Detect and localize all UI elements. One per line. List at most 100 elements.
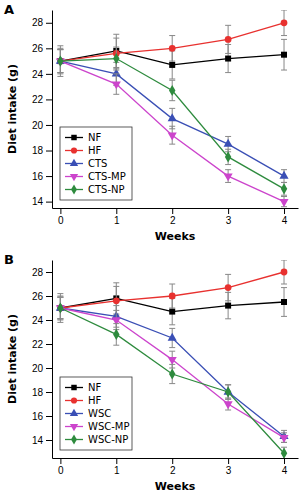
y-tick: 20	[32, 120, 52, 131]
y-tick-label: 20	[32, 120, 44, 131]
error-bar-cap	[281, 182, 287, 183]
legend-item: CTS	[65, 158, 107, 169]
error-bar	[281, 260, 287, 284]
y-axis-line	[52, 261, 53, 459]
series	[56, 297, 289, 443]
x-tick-mark	[284, 458, 285, 464]
legend-label: WSC-MP	[88, 421, 129, 432]
legend-marker	[70, 159, 78, 166]
error-bar	[57, 50, 63, 73]
series-line	[60, 61, 284, 202]
error-bar-cap	[57, 73, 63, 74]
y-tick-mark	[46, 48, 52, 49]
legend: NFHFWSCWSC-MPWSC-NP	[60, 377, 132, 450]
x-tick-label: 0	[58, 215, 64, 226]
error-bar-cap	[113, 73, 119, 74]
y-tick-mark	[46, 74, 52, 75]
x-tick-label: 0	[58, 465, 64, 476]
y-tick-label: 22	[32, 94, 44, 105]
error-bar-cap	[225, 318, 231, 319]
error-bar-cap	[281, 182, 287, 183]
error-bar-cap	[113, 345, 119, 346]
legend-item: NF	[65, 382, 101, 393]
error-bar-cap	[225, 53, 231, 54]
legend-item: WSC	[65, 408, 111, 419]
plot-area	[56, 260, 289, 458]
marker	[225, 386, 231, 397]
error-bar-cap	[113, 47, 119, 48]
error-bar-cap	[57, 322, 63, 323]
x-axis: 01234	[53, 458, 299, 476]
marker	[224, 401, 233, 409]
x-tick-mark	[60, 208, 61, 214]
error-bar-cap	[281, 39, 287, 40]
y-tick-label: 20	[32, 363, 44, 374]
x-tick: 3	[226, 208, 232, 226]
marker	[169, 293, 176, 300]
error-bar-cap	[281, 195, 287, 196]
marker	[112, 317, 121, 325]
y-tick: 18	[32, 387, 52, 398]
error-bar-cap	[169, 144, 175, 145]
marker	[168, 333, 177, 341]
y-tick-label: 28	[32, 17, 44, 28]
marker	[225, 36, 232, 43]
marker	[281, 448, 287, 458]
y-tick-mark	[46, 344, 52, 345]
legend-marker	[71, 385, 76, 390]
x-tick-mark	[228, 458, 229, 464]
x-tick-mark	[60, 458, 61, 464]
y-tick-mark	[46, 392, 52, 393]
error-bar-cap	[169, 61, 175, 62]
x-axis: 01234	[53, 208, 299, 226]
y-tick-label: 22	[32, 339, 44, 350]
y-tick: 16	[32, 171, 52, 182]
error-bar-cap	[113, 94, 119, 95]
y-tick: 14	[32, 196, 52, 207]
marker	[279, 171, 288, 179]
error-bar-cap	[169, 100, 175, 101]
y-tick: 26	[32, 291, 52, 302]
error-bar-cap	[169, 126, 175, 127]
error-bar	[57, 296, 63, 320]
y-tick-mark	[46, 176, 52, 177]
x-tick-mark	[172, 208, 173, 214]
error-bar-cap	[225, 399, 231, 400]
marker	[57, 302, 63, 313]
y-tick-label: 16	[32, 411, 44, 422]
marker	[113, 297, 120, 304]
y-axis-line	[52, 11, 53, 209]
error-bar-cap	[225, 136, 231, 137]
y-axis: 1416182022242628	[32, 11, 53, 209]
error-bar	[57, 46, 63, 77]
y-axis-title: Diet intake (g)	[6, 314, 19, 404]
x-tick-label: 4	[282, 215, 288, 226]
series-line	[60, 308, 284, 453]
y-tick: 28	[32, 267, 52, 278]
error-bar-cap	[57, 296, 63, 297]
y-tick-mark	[46, 320, 52, 321]
y-tick: 24	[32, 315, 52, 326]
error-bar-cap	[169, 351, 175, 352]
error-bar-cap	[57, 45, 63, 46]
error-bar-cap	[225, 164, 231, 165]
series	[57, 297, 287, 458]
marker	[169, 309, 175, 315]
error-bar-cap	[281, 35, 287, 36]
x-tick-label: 2	[170, 215, 176, 226]
legend-item: HF	[65, 145, 102, 156]
marker	[168, 113, 177, 121]
legend-label: NF	[88, 132, 101, 143]
error-bar-cap	[225, 149, 231, 150]
error-bar	[169, 364, 175, 383]
x-axis-line	[53, 458, 299, 459]
error-bar	[57, 50, 63, 73]
error-bar-cap	[225, 399, 231, 400]
marker	[169, 368, 175, 379]
error-bar-cap	[57, 72, 63, 73]
y-tick: 22	[32, 94, 52, 105]
error-bar-cap	[281, 316, 287, 317]
error-bar-cap	[281, 430, 287, 431]
x-tick-label: 3	[226, 215, 232, 226]
x-tick-label: 1	[114, 465, 120, 476]
